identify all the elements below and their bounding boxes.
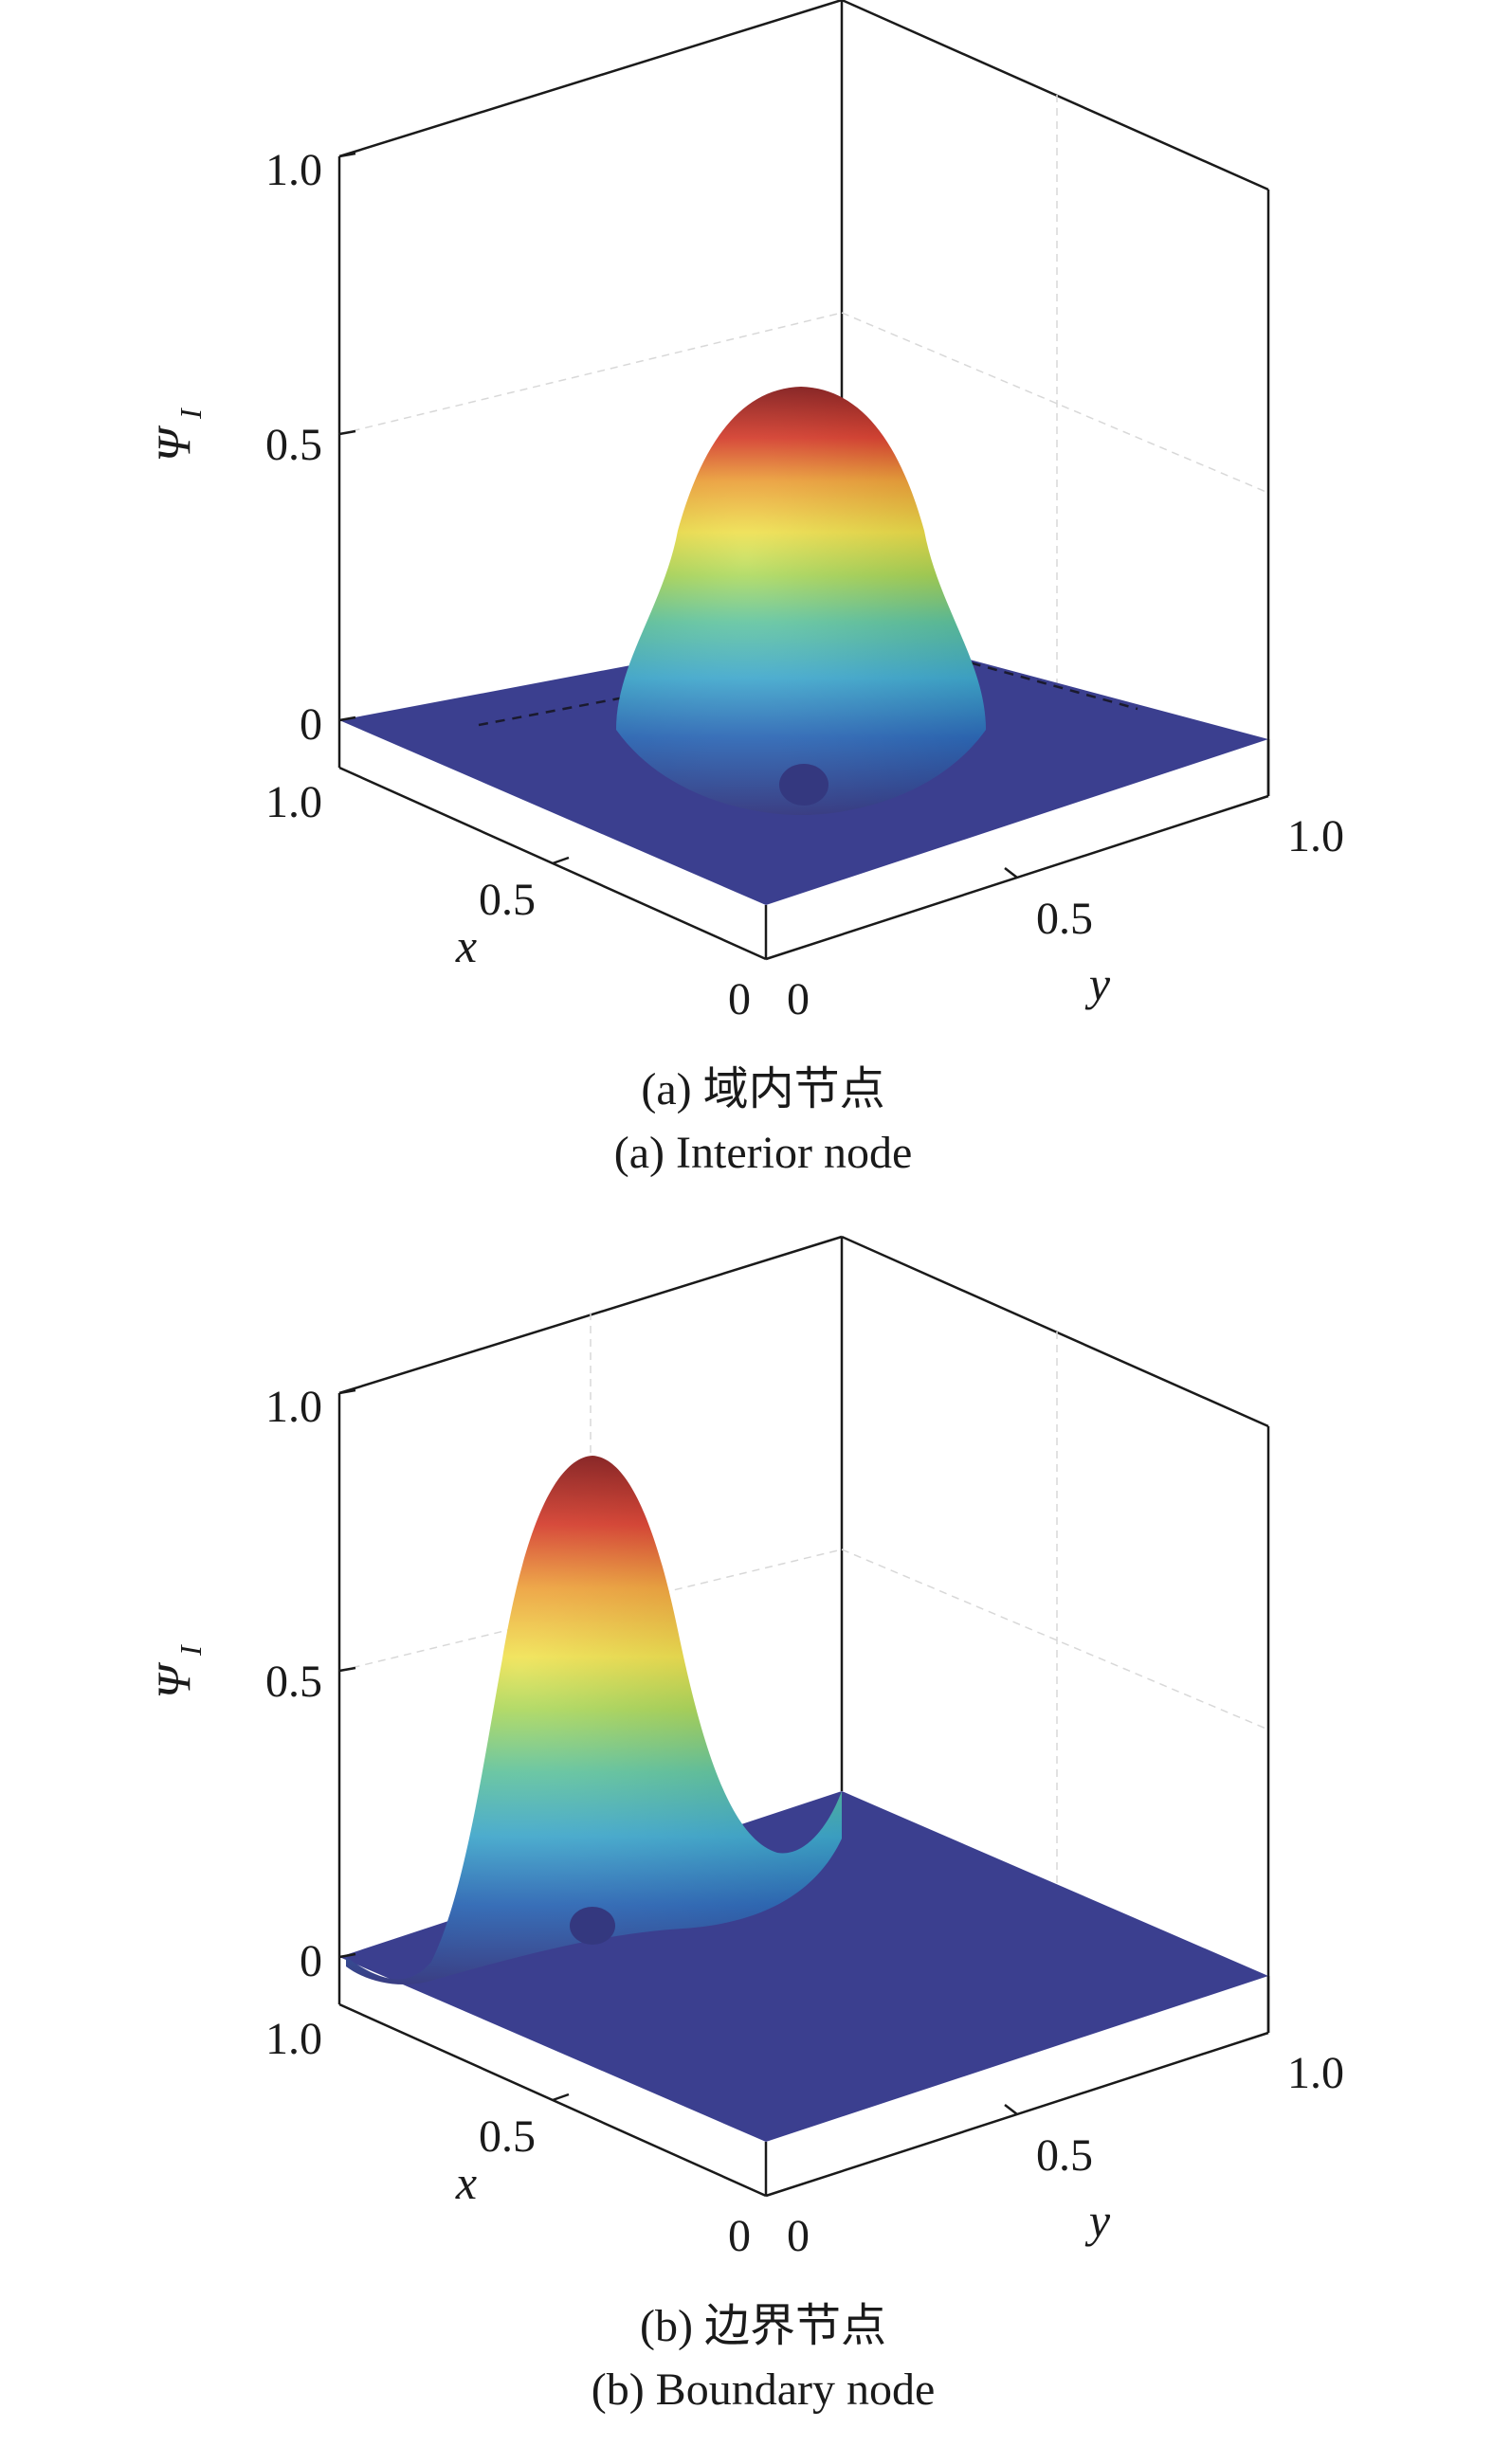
y-tick-label-1-b: 1.0 bbox=[1287, 2048, 1344, 2098]
y-tick-marks-a bbox=[1004, 867, 1018, 879]
grid-line bbox=[841, 312, 1269, 494]
z-tick-label-0.5-b: 0.5 bbox=[265, 1657, 322, 1707]
surface-bump-shade-a bbox=[616, 387, 986, 815]
y-tick-label-0.5-a: 0.5 bbox=[1036, 894, 1093, 944]
box-back-b bbox=[337, 1235, 1270, 2033]
y-tick-label-1-a: 1.0 bbox=[1287, 811, 1344, 861]
x-tick-label-1-b: 1.0 bbox=[265, 2014, 322, 2064]
x-tick-marks-a bbox=[552, 856, 570, 865]
y-axis-label-a: y bbox=[1084, 957, 1111, 1010]
z-tick-label-0-b: 0 bbox=[300, 1936, 322, 1986]
z-tick-mark bbox=[338, 429, 356, 436]
x-tick-label-1-a: 1.0 bbox=[265, 777, 322, 827]
z-label-sub-a: I bbox=[173, 408, 208, 420]
surface-dimple-b bbox=[570, 1907, 615, 1945]
x-axis-label-a: x bbox=[455, 919, 477, 972]
z-tick-marks-a bbox=[338, 152, 356, 722]
z-tick-mark bbox=[338, 1666, 356, 1673]
surface-bump-shade-b bbox=[346, 1456, 842, 1985]
dash-line bbox=[478, 690, 655, 727]
caption-en-a: (a) Interior node bbox=[614, 1128, 913, 1178]
z-tick-label-0.5-a: 0.5 bbox=[265, 420, 322, 470]
surface-plot-a: 0 0.5 1.0 Ψ I 1.0 0.5 0 x 0 0.5 1.0 y (a… bbox=[147, 0, 1344, 1178]
x-axis-label-b: x bbox=[455, 2156, 477, 2209]
chart-panel-a: 0 0.5 1.0 Ψ I 1.0 0.5 0 x 0 0.5 1.0 y (a… bbox=[147, 0, 1344, 1178]
y-axis-label-b: y bbox=[1084, 2194, 1111, 2247]
y-tick-mark bbox=[1004, 2104, 1018, 2115]
z-axis-label-b: Ψ I bbox=[147, 1644, 208, 1699]
grid-line bbox=[841, 1549, 1269, 1730]
caption-cn-a: (a) 域内节点 bbox=[641, 1064, 884, 1114]
z-tick-marks-b bbox=[338, 1388, 356, 1959]
base-plane-b bbox=[339, 1791, 1268, 2142]
x-tick-label-0.5-b: 0.5 bbox=[479, 2111, 536, 2162]
grid-line bbox=[338, 312, 843, 435]
y-tick-label-0-b: 0 bbox=[787, 2211, 810, 2261]
box-top-right-b bbox=[841, 1235, 1269, 1428]
box-top-left-a bbox=[338, 0, 843, 158]
z-label-main-a: Ψ bbox=[147, 426, 200, 462]
y-tick-label-0.5-b: 0.5 bbox=[1036, 2130, 1093, 2181]
grid-a bbox=[338, 95, 1269, 720]
y-tick-marks-b bbox=[1004, 2104, 1018, 2115]
x-tick-label-0-b: 0 bbox=[728, 2211, 751, 2261]
chart-panel-b: 0 0.5 1.0 Ψ I 1.0 0.5 0 x 0 0.5 1.0 y (b… bbox=[0, 1232, 1493, 2464]
z-label-sub-b: I bbox=[173, 1644, 208, 1657]
z-tick-mark bbox=[338, 716, 356, 722]
y-tick-label-0-a: 0 bbox=[787, 974, 810, 1024]
z-tick-label-1-a: 1.0 bbox=[265, 145, 322, 195]
x-tick-marks-b bbox=[552, 2093, 570, 2102]
box-top-right-a bbox=[841, 0, 1269, 191]
z-tick-label-1-b: 1.0 bbox=[265, 1382, 322, 1432]
z-label-main-b: Ψ bbox=[147, 1662, 200, 1699]
x-tick-label-0.5-a: 0.5 bbox=[479, 875, 536, 925]
z-tick-mark bbox=[338, 1388, 356, 1395]
z-tick-mark bbox=[338, 152, 356, 158]
z-tick-mark bbox=[338, 1952, 356, 1959]
x-tick-mark bbox=[552, 2093, 570, 2102]
surface-plot-b: 0 0.5 1.0 Ψ I 1.0 0.5 0 x 0 0.5 1.0 y (b… bbox=[147, 1235, 1344, 2415]
z-axis-label-a: Ψ I bbox=[147, 408, 208, 462]
caption-en-b: (b) Boundary node bbox=[592, 2364, 936, 2415]
z-tick-label-0-a: 0 bbox=[300, 699, 322, 750]
surface-dimple-a bbox=[779, 764, 828, 806]
x-tick-label-0-a: 0 bbox=[728, 974, 751, 1024]
x-tick-mark bbox=[552, 856, 570, 865]
y-tick-mark bbox=[1004, 867, 1018, 879]
caption-cn-b: (b) 边界节点 bbox=[640, 2301, 886, 2351]
